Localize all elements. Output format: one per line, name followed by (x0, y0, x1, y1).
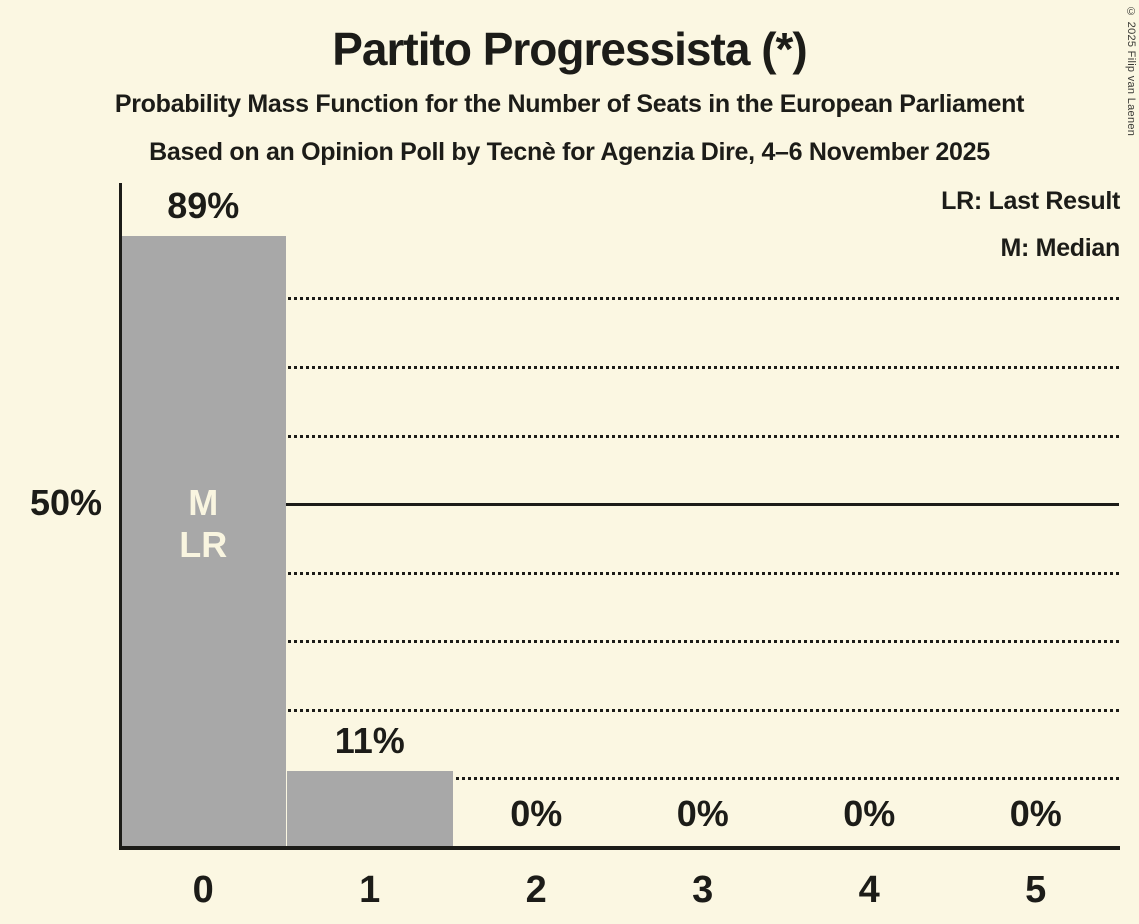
x-tick-label-2: 2 (525, 869, 547, 911)
x-tick-label-1: 1 (359, 869, 381, 911)
y-axis-tick-label: 50% (29, 482, 102, 523)
value-label-seat-3: 0% (676, 793, 729, 835)
bar-annotation-line: LR (179, 524, 228, 566)
value-label-seat-4: 0% (843, 793, 896, 835)
y-axis-line (119, 183, 122, 850)
copyright-text: © 2025 Filip van Laenen (1125, 6, 1137, 137)
value-label-seat-2: 0% (510, 793, 563, 835)
value-label-seat-0: 89% (167, 185, 240, 227)
bar-annotation-line: M (188, 482, 219, 524)
gridline-70pct (120, 366, 1119, 370)
gridline-40pct (120, 571, 1119, 575)
legend-last-result: LR: Last Result (941, 187, 1120, 215)
gridline-10pct (120, 777, 1119, 781)
plot-area: 89% 11% 0% 0% 0% 0% M LR (120, 183, 1119, 846)
value-label-seat-5: 0% (1009, 793, 1062, 835)
gridline-50pct (120, 503, 1119, 507)
bar-seat-1 (287, 770, 453, 846)
x-tick-label-5: 5 (1025, 869, 1047, 911)
x-tick-label-0: 0 (192, 869, 214, 911)
value-label-seat-1: 11% (334, 720, 405, 761)
x-axis-tick-labels: 0 1 2 3 4 5 (120, 866, 1119, 918)
bar-annotation-seat-0: M LR (123, 482, 283, 566)
gridline-60pct (120, 434, 1119, 438)
x-tick-label-3: 3 (692, 869, 714, 911)
chart-title: Partito Progressista (*) (332, 23, 807, 75)
bar-seat-0 (120, 235, 286, 846)
x-axis-line (119, 846, 1120, 850)
chart-subtitle-line2: Based on an Opinion Poll by Tecnè for Ag… (149, 138, 990, 166)
chart-subtitle-line1: Probability Mass Function for the Number… (114, 90, 1025, 118)
legend-median: M: Median (1000, 234, 1120, 262)
gridline-80pct (120, 297, 1119, 301)
gridline-30pct (120, 640, 1119, 644)
gridline-20pct (120, 708, 1119, 712)
x-tick-label-4: 4 (858, 869, 880, 911)
